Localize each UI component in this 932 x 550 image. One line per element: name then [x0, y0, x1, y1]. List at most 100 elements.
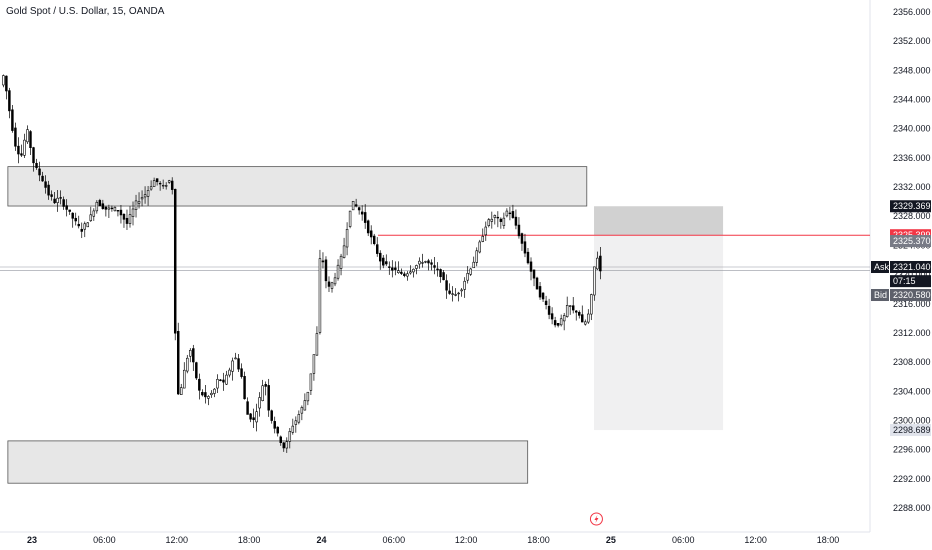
x-tick-label: 24 [316, 535, 326, 545]
candle-body [107, 207, 111, 210]
candle-body [146, 190, 150, 197]
candle-body [80, 228, 83, 232]
x-tick-label: 12:00 [744, 535, 767, 545]
y-tick-label: 2288.000 [893, 503, 931, 513]
candle-body [158, 182, 162, 185]
candle-body [131, 208, 135, 218]
candle-body [180, 387, 183, 395]
candle-body [366, 220, 370, 234]
candle-body [164, 185, 168, 187]
flash-icon-glyph [594, 515, 599, 523]
candle-body [17, 145, 20, 155]
candle-body [472, 261, 475, 269]
candle-body [113, 206, 117, 212]
candle-body [376, 244, 379, 254]
candle-body [544, 300, 548, 306]
candle-body [252, 417, 255, 421]
candle-body [571, 305, 575, 311]
candle-body [303, 400, 307, 411]
candle-body [535, 277, 539, 290]
y-tick-label: 2352.000 [893, 36, 931, 46]
candle-body [267, 385, 270, 411]
candle-body [372, 235, 376, 244]
candle-body [77, 223, 80, 227]
candle-body [565, 305, 569, 317]
candle-body [547, 305, 551, 315]
candle-body [415, 265, 418, 269]
candle-body [98, 200, 102, 207]
candle-body [95, 201, 99, 212]
x-tick-label: 06:00 [672, 535, 695, 545]
target-area [594, 235, 724, 431]
candle-body [394, 267, 397, 270]
candle-body [53, 198, 56, 204]
candle-body [122, 213, 126, 220]
candle-body [297, 414, 301, 423]
candle-body [523, 241, 527, 254]
price-tag-value: 2329.369 [893, 201, 931, 211]
candle-body [300, 407, 304, 414]
candle-body [430, 262, 433, 265]
candle-body [264, 384, 267, 387]
x-tick-label: 23 [27, 535, 37, 545]
candle-body [38, 168, 41, 176]
candle-body [222, 379, 225, 383]
candle-body [279, 436, 282, 443]
candle-body [116, 210, 120, 212]
candle-body [56, 197, 59, 203]
candle-body [35, 162, 38, 168]
candle-body [445, 280, 448, 291]
candle-body [526, 251, 530, 264]
candle-body [421, 262, 424, 264]
candle-body [553, 320, 557, 326]
candle-body [336, 264, 340, 279]
candle-body [276, 426, 279, 434]
candle-body [170, 180, 174, 190]
candle-body [20, 153, 23, 156]
candle-body [86, 222, 90, 228]
candle-body [101, 203, 105, 209]
candle-body [231, 360, 234, 372]
x-tick-label: 06:00 [383, 535, 406, 545]
x-tick-label: 12:00 [455, 535, 478, 545]
candle-body [436, 268, 439, 271]
candle-body [258, 397, 261, 409]
candle-body [448, 290, 451, 294]
candle-body [351, 200, 355, 211]
candle-body [198, 378, 201, 391]
candle-body [469, 268, 472, 275]
candle-body [490, 218, 494, 222]
candle-body [14, 127, 17, 147]
y-tick-label: 2348.000 [893, 65, 931, 75]
candle-body [324, 259, 328, 282]
candle-body [255, 411, 258, 423]
candle-body [318, 258, 322, 333]
candle-body [369, 230, 373, 238]
price-tag-value: 07:15 [893, 276, 916, 286]
candle-body [26, 129, 29, 143]
candle-body [457, 292, 460, 295]
candle-body [451, 293, 454, 295]
candle-body [478, 241, 481, 253]
candle-body [210, 392, 213, 396]
candle-body [493, 215, 497, 218]
candle-body [249, 413, 252, 420]
candle-body [186, 357, 189, 372]
candle-body [439, 269, 442, 278]
candle-body [294, 420, 298, 425]
candle-body [29, 131, 32, 148]
candle-body [149, 186, 153, 190]
candle-body [538, 286, 542, 298]
candle-body [562, 315, 566, 322]
candle-body [354, 204, 358, 207]
candle-body [128, 214, 132, 225]
candle-body [119, 209, 123, 216]
candle-body [466, 273, 469, 281]
price-tag-label-bg [871, 261, 889, 274]
candle-body [125, 217, 129, 224]
candle-body [463, 280, 466, 290]
candle-body [47, 184, 50, 196]
candle-body [2, 75, 5, 86]
candle-body [177, 331, 180, 395]
